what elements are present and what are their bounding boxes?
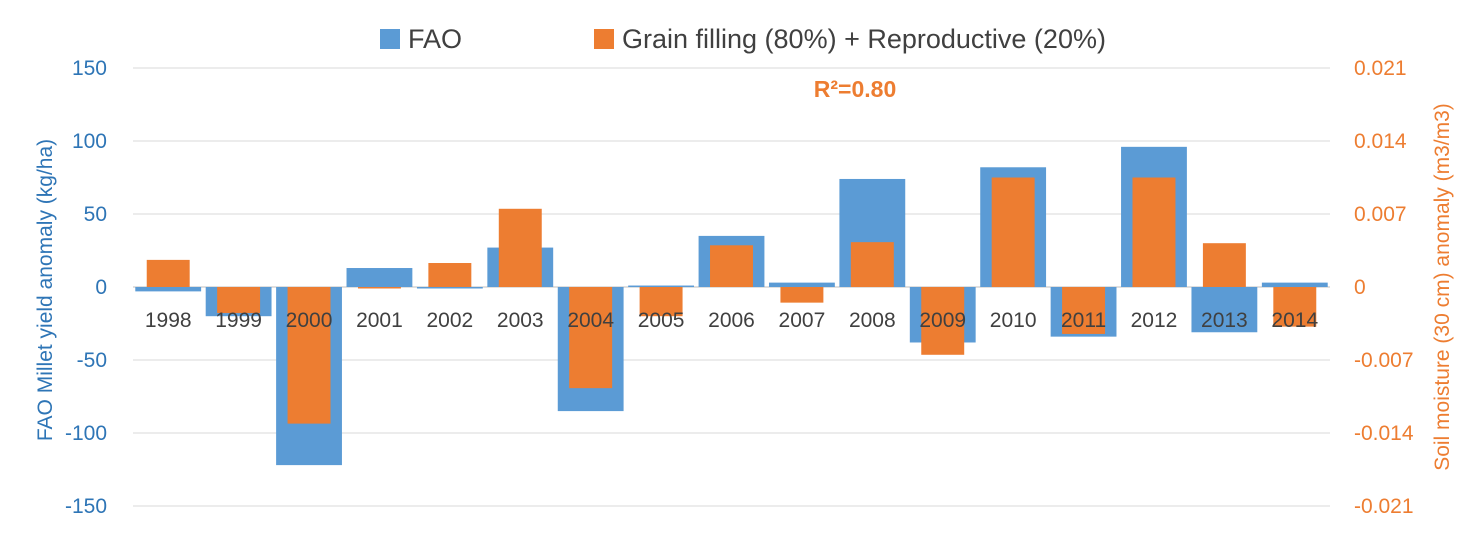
bar-grain-filling-2004 xyxy=(569,287,613,389)
right-axis-title: Soil moisture (30 cm) anomaly (m3/m3) xyxy=(1431,103,1454,471)
bar-grain-filling-2007 xyxy=(780,287,824,303)
right-tick-label: -0.014 xyxy=(1354,422,1414,445)
bar-fao-2014 xyxy=(1261,282,1328,287)
left-tick-label: -50 xyxy=(77,349,107,372)
legend: FAO Grain filling (80%) + Reproductive (… xyxy=(380,24,1106,54)
bar-grain-filling-2011 xyxy=(1062,287,1106,334)
right-tick-label: 0.014 xyxy=(1354,130,1407,153)
legend-label-grain-filling: Grain filling (80%) + Reproductive (20%) xyxy=(622,24,1106,54)
category-label: 2012 xyxy=(1131,309,1178,332)
category-label: 2008 xyxy=(849,309,896,332)
legend-label-fao: FAO xyxy=(408,24,462,54)
legend-swatch-grain-filling xyxy=(594,29,614,49)
left-tick-label: -100 xyxy=(65,422,107,445)
bar-grain-filling-1998 xyxy=(146,259,190,287)
bar-fao-2013 xyxy=(1191,287,1258,333)
bar-grain-filling-2002 xyxy=(428,263,472,287)
category-label: 2000 xyxy=(286,309,333,332)
right-tick-label: 0.007 xyxy=(1354,203,1407,226)
category-label: 2001 xyxy=(356,309,403,332)
bar-grain-filling-2012 xyxy=(1132,177,1176,287)
bar-grain-filling-2006 xyxy=(710,245,753,287)
right-tick-label: -0.021 xyxy=(1354,495,1414,518)
left-tick-label: 0 xyxy=(95,276,107,299)
r-squared-annotation: R²=0.80 xyxy=(814,76,896,102)
category-label: 2011 xyxy=(1061,309,1106,332)
category-label: 2007 xyxy=(779,309,826,332)
left-tick-label: -150 xyxy=(65,495,107,518)
bar-grain-filling-1999 xyxy=(217,287,261,314)
category-label: 2003 xyxy=(497,309,544,332)
category-label: 2004 xyxy=(567,309,614,332)
category-label: 1998 xyxy=(145,309,192,332)
bar-grain-filling-2014 xyxy=(1273,287,1317,327)
bar-grain-filling-2001 xyxy=(357,287,401,289)
bar-grain-filling-2010 xyxy=(991,177,1035,287)
left-axis-ticks: 150 100 50 0 -50 -100 -150 xyxy=(65,57,107,518)
bar-grain-filling-2008 xyxy=(850,242,894,287)
category-label: 2005 xyxy=(638,309,685,332)
category-label: 2010 xyxy=(990,309,1037,332)
left-axis-title: FAO Millet yield anomaly (kg/ha) xyxy=(34,139,57,441)
bar-grain-filling-2003 xyxy=(498,208,542,287)
right-tick-label: 0.021 xyxy=(1354,57,1407,80)
category-label: 2009 xyxy=(919,309,966,332)
category-label: 2014 xyxy=(1271,309,1318,332)
category-label: 1999 xyxy=(215,309,262,332)
bar-fao-2005 xyxy=(628,285,695,288)
left-tick-label: 100 xyxy=(72,130,107,153)
left-tick-label: 50 xyxy=(84,203,107,226)
bar-grain-filling-2009 xyxy=(921,287,965,355)
bar-fao-2007 xyxy=(768,282,835,287)
category-label: 2013 xyxy=(1201,309,1248,332)
bar-grain-filling-2000 xyxy=(287,287,331,424)
legend-swatch-fao xyxy=(380,29,400,49)
left-tick-label: 150 xyxy=(72,57,107,80)
bars xyxy=(135,146,1328,466)
category-label: 2002 xyxy=(426,309,473,332)
bar-fao-2002 xyxy=(416,287,483,289)
bar-fao-2001 xyxy=(346,268,413,287)
right-axis-ticks: 0.021 0.014 0.007 0 -0.007 -0.014 -0.021 xyxy=(1354,57,1414,518)
bar-grain-filling-2013 xyxy=(1202,243,1246,287)
category-label: 2006 xyxy=(708,309,755,332)
bar-grain-filling-2005 xyxy=(639,287,683,317)
category-labels: 1998 1999 2000 2001 2002 2003 2004 2005 2006 2007… xyxy=(145,309,1319,332)
bar-fao-1998 xyxy=(135,287,202,292)
right-tick-label: -0.007 xyxy=(1354,349,1414,372)
right-tick-label: 0 xyxy=(1354,276,1366,299)
